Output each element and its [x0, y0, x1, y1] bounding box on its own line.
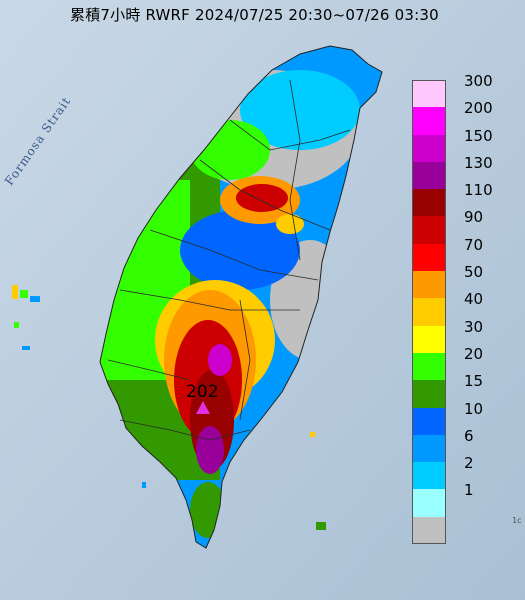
legend-label: 40 [464, 290, 484, 309]
legend-row: 40 [412, 290, 522, 326]
legend-row: 50 [412, 263, 522, 299]
peak-value-label: 202 [186, 382, 219, 402]
legend-swatch [412, 380, 446, 408]
legend-label: 130 [464, 153, 493, 172]
legend-row: 90 [412, 208, 522, 244]
edge-label: 1c [512, 516, 522, 525]
map-title: 累積7小時 RWRF 2024/07/25 20:30~07/26 03:30 [70, 6, 439, 24]
county-boundaries [107, 79, 351, 441]
legend-swatch [412, 243, 446, 272]
legend-swatch [412, 134, 446, 162]
legend-row: 110 [412, 181, 522, 217]
legend-swatch [412, 189, 446, 217]
legend-swatch [412, 434, 446, 463]
legend-label: 90 [464, 208, 484, 227]
legend-row: 300 [412, 72, 522, 108]
legend-row: 6 [412, 427, 522, 463]
legend-swatch [412, 516, 446, 545]
legend-row: 70 [412, 236, 522, 272]
legend-label: 200 [464, 99, 493, 118]
legend-label: 30 [464, 317, 484, 336]
legend-swatch [412, 352, 446, 381]
legend-swatch [412, 489, 446, 517]
legend-label: 1 [464, 481, 474, 500]
legend-label: 300 [464, 72, 493, 90]
legend-row [412, 516, 522, 545]
legend-swatch [412, 80, 446, 108]
legend-row: 30 [412, 318, 522, 353]
legend-row: 200 [412, 99, 522, 135]
legend-row: 10 [412, 400, 522, 435]
legend-swatch [412, 325, 446, 353]
island-coastline [99, 45, 383, 549]
legend-label: 2 [464, 454, 474, 473]
legend-row: 15 [412, 372, 522, 408]
sea-clutter [12, 285, 326, 530]
legend-swatch [412, 407, 446, 435]
peak-triangle-icon [196, 401, 210, 414]
legend-label: 10 [464, 399, 484, 418]
legend-swatch [412, 107, 446, 135]
legend-label: 6 [464, 426, 474, 445]
legend-swatch [412, 216, 446, 244]
legend-row: 150 [412, 127, 522, 162]
legend-swatch [412, 271, 446, 299]
legend-label: 70 [464, 235, 484, 254]
legend-swatch [412, 298, 446, 326]
legend-swatch [412, 462, 446, 490]
legend-label: 150 [464, 126, 493, 145]
legend-label: 50 [464, 263, 484, 282]
legend-label: 20 [464, 344, 484, 363]
rainfall-legend: 300 200 150 130 110 90 70 50 40 30 20 15 10 6 2 1 [412, 72, 522, 545]
legend-label: 15 [464, 372, 484, 391]
legend-row: 2 [412, 454, 522, 490]
legend-row: 130 [412, 154, 522, 190]
legend-swatch [412, 161, 446, 190]
legend-row: 20 [412, 345, 522, 381]
legend-label: 110 [464, 181, 493, 200]
legend-row: 1 [412, 481, 522, 517]
